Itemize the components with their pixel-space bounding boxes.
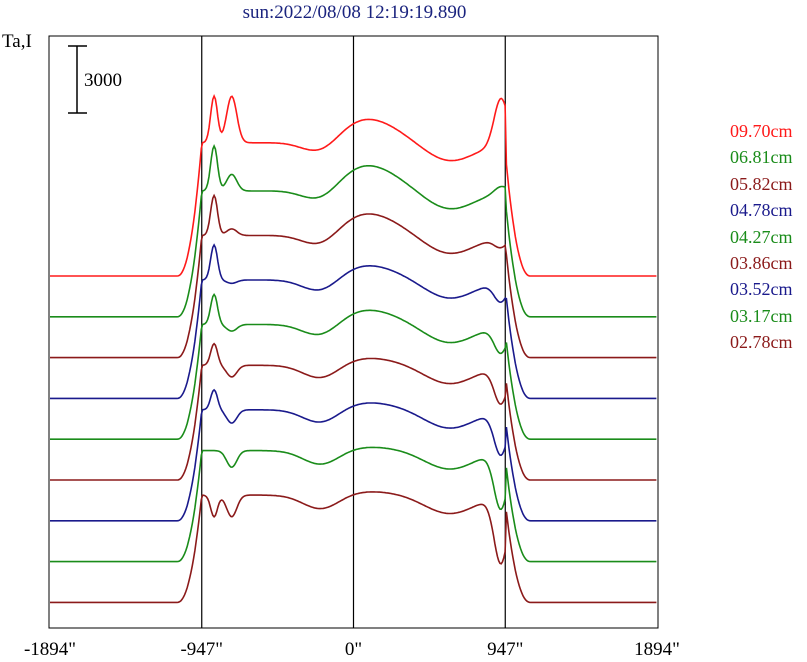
legend-entry-2: 05.82cm [730,173,793,194]
series-line-03.86cm [50,342,657,481]
series-line-03.17cm [50,446,657,563]
legend-entry-3: 04.78cm [730,200,793,221]
legend-entry-7: 03.17cm [730,305,793,326]
series-line-04.27cm [50,292,657,441]
legend-entry-5: 03.86cm [730,253,793,274]
x-tick-label-4: 1894" [634,639,680,660]
series-line-09.70cm [50,94,657,277]
x-tick-label-2: 0" [345,639,362,660]
series-line-06.81cm [50,143,657,318]
legend-entry-0: 09.70cm [730,121,793,141]
scale-bar: 3000 [68,45,122,114]
series-line-05.82cm [50,193,657,359]
legend-entry-8: 02.78cm [730,332,793,353]
x-tick-label-0: -1894" [24,639,76,660]
legend: 09.70cm 06.81cm 05.82cm 04.78cm 04.27cm 03.86… [730,118,793,356]
chart-title: sun:2022/08/08 12:19:19.890 [242,2,467,23]
legend-entry-6: 03.52cm [730,279,793,300]
series-line-03.52cm [50,388,657,522]
x-tick-label-1: -947" [180,639,223,660]
legend-entry-1: 06.81cm [730,147,793,168]
scale-bar-label: 3000 [84,70,122,91]
legend-entry-4: 04.27cm [730,226,793,247]
y-axis-label: Ta,I [2,31,32,52]
x-tick-label-3: 947" [487,639,523,660]
series-line-04.78cm [50,243,657,400]
series-line-02.78cm [50,491,657,604]
